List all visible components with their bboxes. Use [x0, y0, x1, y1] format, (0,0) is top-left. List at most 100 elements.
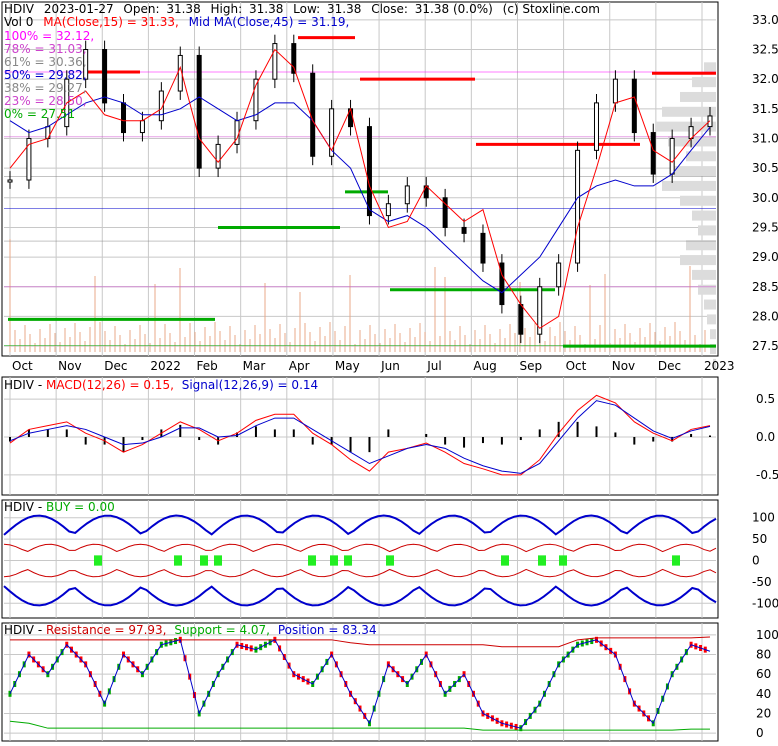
- buy-signal-bars: [94, 555, 680, 566]
- macd-title: HDIV - MACD(12,26) = 0.15, Signal(12,26,…: [4, 378, 318, 392]
- fib-label: 0% = 27.51: [4, 107, 75, 121]
- candlesticks: [7, 34, 713, 344]
- candle-body: [631, 78, 637, 134]
- price-tick-label: 29.5: [752, 220, 778, 234]
- candle-body: [480, 232, 486, 264]
- resistance-line: [10, 636, 711, 648]
- month-label: Dec: [658, 359, 681, 373]
- buy-lower-inner: [3, 568, 717, 578]
- fib-label: 78% = 31.03,: [4, 42, 87, 56]
- buy-upper-band: [3, 514, 717, 536]
- candle-body: [272, 43, 278, 80]
- month-label: Aug: [473, 359, 496, 373]
- fib-label: 50% = 29.82,: [4, 68, 87, 82]
- stoch-tick-label: 40: [756, 687, 771, 701]
- buy-tick-label: 0: [752, 554, 760, 568]
- candle-body: [196, 54, 202, 169]
- volume-profile-bar: [662, 180, 716, 191]
- macd-line: [9, 394, 711, 476]
- candle-body: [329, 108, 335, 157]
- stoch-panel-frame: [1, 622, 719, 742]
- month-label: Dec: [104, 359, 127, 373]
- macd-tick-label: 0.0: [756, 430, 775, 444]
- price-tick-label: 30.0: [752, 191, 778, 205]
- month-label: 2023: [704, 359, 735, 373]
- month-label: May: [335, 359, 360, 373]
- buy-tick-label: -100: [752, 596, 778, 610]
- candle-body: [158, 90, 164, 122]
- signal-line: [9, 400, 711, 474]
- macd-tick-label: 0.5: [756, 392, 775, 406]
- buy-tick-label: -50: [752, 575, 772, 589]
- stoch-axis: 100 80 60 40 20 0: [756, 628, 778, 740]
- buy-title: HDIV - BUY = 0.00: [4, 500, 115, 514]
- buy-signal-bar: [672, 555, 680, 566]
- month-label: Feb: [197, 359, 218, 373]
- volume-profile-bar: [680, 255, 716, 266]
- month-label: Jun: [380, 359, 400, 373]
- macd-axis: 0.5 0.0 -0.5: [756, 392, 778, 482]
- buy-signal-bar: [330, 555, 338, 566]
- position-line: [9, 639, 711, 729]
- candle-body: [215, 143, 221, 169]
- stoch-tick-label: 100: [756, 628, 778, 642]
- volume-profile-bar: [674, 166, 716, 177]
- volume-profile-bar: [710, 329, 716, 340]
- support-line: [9, 720, 711, 731]
- month-label: Sep: [519, 359, 542, 373]
- volume-profile-bar: [668, 136, 716, 147]
- buy-signal-bar: [559, 555, 567, 566]
- ma15-line: [9, 48, 711, 329]
- price-tick-label: 31.0: [752, 131, 778, 145]
- candle-body: [593, 102, 599, 151]
- volume-profile-bar: [704, 299, 716, 310]
- fib-label: 100% = 32.12,: [4, 29, 94, 43]
- volume-profile-bar: [680, 195, 716, 206]
- price-tick-label: 28.0: [752, 309, 778, 323]
- buy-signal-bar: [200, 555, 208, 566]
- volume-profile-bar: [710, 344, 716, 355]
- month-label: Apr: [289, 359, 310, 373]
- volume-profile-bar: [692, 210, 716, 221]
- price-tick-label: 28.5: [752, 280, 778, 294]
- buy-signal-bar: [308, 555, 316, 566]
- stoch-grid: [4, 623, 716, 741]
- macd-tick-label: -0.5: [756, 468, 778, 482]
- buy-signal-bar: [501, 555, 509, 566]
- buy-signal-bar: [94, 555, 102, 566]
- candle-body: [442, 197, 448, 228]
- candle-body: [253, 78, 259, 122]
- header-line: HDIV 2023-01-27 Open: 31.38 High: 31.38 …: [4, 2, 600, 16]
- month-label: Oct: [12, 359, 33, 373]
- buy-signal-bar: [344, 555, 352, 566]
- month-label: Nov: [612, 359, 635, 373]
- candle-body: [26, 137, 32, 181]
- candle-body: [121, 102, 127, 134]
- price-tick-label: 33.0: [752, 13, 778, 27]
- candle-body: [556, 262, 562, 288]
- price-tick-label: 32.5: [752, 43, 778, 57]
- candle-body: [537, 286, 543, 335]
- volume-profile-bar: [698, 284, 716, 295]
- buy-signal-bar: [386, 555, 394, 566]
- price-tick-label: 27.5: [752, 339, 778, 353]
- candle-body: [291, 43, 297, 74]
- candle-body: [139, 120, 145, 134]
- ma45-line: [9, 96, 711, 294]
- price-tick-label: 30.5: [752, 161, 778, 175]
- candle-body: [366, 126, 372, 217]
- month-label: 2022: [150, 359, 181, 373]
- volume-profile-bar: [698, 225, 716, 236]
- buy-signal-bar: [214, 555, 222, 566]
- buy-upper-inner: [3, 543, 717, 553]
- price-tick-label: 32.0: [752, 72, 778, 86]
- buy-tick-label: 100: [752, 511, 775, 525]
- buy-signal-bar: [174, 555, 182, 566]
- candle-body: [102, 49, 108, 104]
- month-label: Jul: [426, 359, 441, 373]
- buy-signal-bar: [538, 555, 546, 566]
- candle-body: [612, 78, 618, 104]
- candle-body: [404, 185, 410, 205]
- price-panel-frame: [1, 1, 719, 357]
